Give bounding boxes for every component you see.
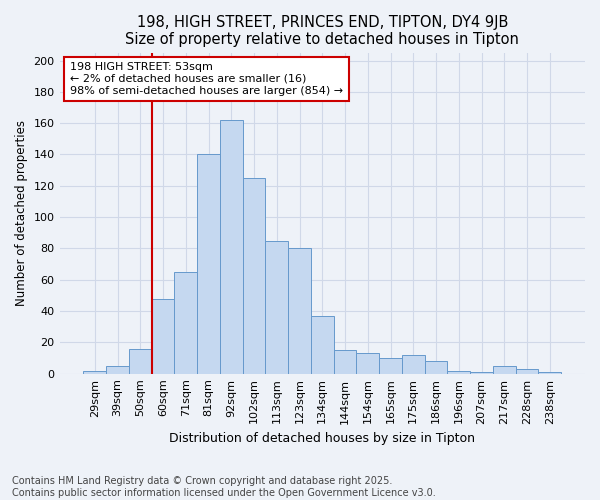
- Bar: [106, 366, 129, 374]
- Bar: [220, 120, 242, 374]
- Bar: [425, 361, 448, 374]
- Y-axis label: Number of detached properties: Number of detached properties: [15, 120, 28, 306]
- Bar: [470, 372, 493, 374]
- Bar: [265, 240, 288, 374]
- Title: 198, HIGH STREET, PRINCES END, TIPTON, DY4 9JB
Size of property relative to deta: 198, HIGH STREET, PRINCES END, TIPTON, D…: [125, 15, 519, 48]
- Text: Contains HM Land Registry data © Crown copyright and database right 2025.
Contai: Contains HM Land Registry data © Crown c…: [12, 476, 436, 498]
- Bar: [448, 370, 470, 374]
- Bar: [493, 366, 515, 374]
- Text: 198 HIGH STREET: 53sqm
← 2% of detached houses are smaller (16)
98% of semi-deta: 198 HIGH STREET: 53sqm ← 2% of detached …: [70, 62, 343, 96]
- Bar: [83, 370, 106, 374]
- X-axis label: Distribution of detached houses by size in Tipton: Distribution of detached houses by size …: [169, 432, 475, 445]
- Bar: [129, 348, 152, 374]
- Bar: [288, 248, 311, 374]
- Bar: [402, 355, 425, 374]
- Bar: [175, 272, 197, 374]
- Bar: [197, 154, 220, 374]
- Bar: [379, 358, 402, 374]
- Bar: [356, 354, 379, 374]
- Bar: [538, 372, 561, 374]
- Bar: [515, 369, 538, 374]
- Bar: [242, 178, 265, 374]
- Bar: [334, 350, 356, 374]
- Bar: [152, 298, 175, 374]
- Bar: [311, 316, 334, 374]
